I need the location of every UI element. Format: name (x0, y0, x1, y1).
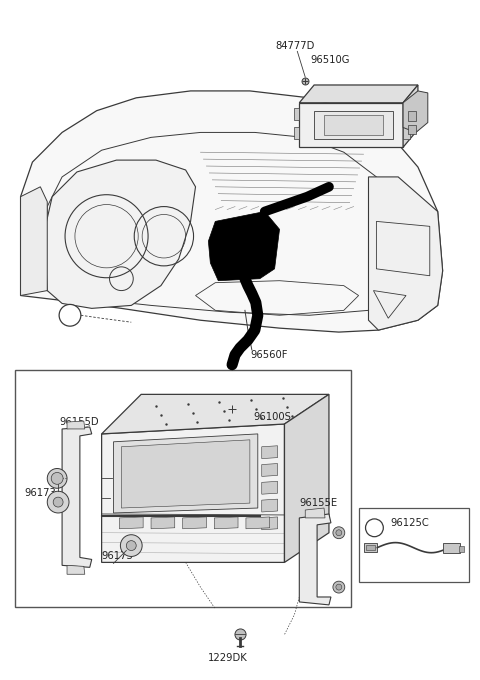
Bar (359, 508, 469, 582)
Polygon shape (62, 427, 92, 567)
Polygon shape (21, 91, 443, 332)
Polygon shape (300, 85, 418, 103)
Polygon shape (44, 160, 195, 308)
Polygon shape (208, 211, 279, 281)
Bar (443, 543, 460, 553)
Polygon shape (262, 464, 277, 477)
Circle shape (333, 527, 345, 539)
Polygon shape (67, 565, 85, 574)
Polygon shape (262, 499, 277, 512)
Polygon shape (403, 127, 410, 139)
Polygon shape (305, 508, 325, 518)
Polygon shape (324, 115, 384, 135)
Circle shape (336, 584, 342, 590)
Polygon shape (262, 481, 277, 494)
Polygon shape (121, 440, 250, 508)
Polygon shape (403, 107, 410, 120)
Text: 96155D: 96155D (59, 417, 99, 427)
Circle shape (47, 469, 67, 488)
Text: 1229DK: 1229DK (207, 653, 247, 663)
Circle shape (59, 305, 81, 326)
Polygon shape (314, 111, 393, 139)
Circle shape (126, 541, 136, 551)
Bar (366, 545, 375, 549)
Polygon shape (102, 424, 285, 562)
Polygon shape (67, 421, 85, 429)
Polygon shape (113, 434, 258, 513)
Polygon shape (120, 517, 143, 529)
Polygon shape (102, 394, 329, 434)
Polygon shape (300, 103, 403, 148)
Polygon shape (300, 514, 331, 605)
Circle shape (47, 491, 69, 513)
Polygon shape (403, 91, 428, 133)
Polygon shape (21, 187, 47, 296)
Text: 84777D: 84777D (276, 41, 315, 52)
Circle shape (120, 534, 142, 556)
Bar (408, 111, 416, 120)
Polygon shape (294, 107, 300, 120)
Polygon shape (246, 517, 270, 529)
Text: 96510G: 96510G (310, 55, 349, 65)
Bar (363, 543, 377, 551)
Text: a: a (67, 317, 73, 326)
Polygon shape (262, 446, 277, 458)
Circle shape (366, 519, 384, 537)
Bar (459, 545, 464, 551)
Polygon shape (262, 517, 277, 530)
Polygon shape (285, 394, 329, 562)
Circle shape (336, 530, 342, 536)
Bar (408, 124, 416, 135)
Polygon shape (151, 517, 175, 529)
Text: 96100S: 96100S (254, 412, 292, 422)
Circle shape (333, 581, 345, 593)
Text: a: a (372, 527, 377, 537)
Polygon shape (294, 127, 300, 139)
Text: 96173: 96173 (102, 551, 133, 560)
Polygon shape (369, 177, 443, 330)
Circle shape (51, 473, 63, 484)
Text: 96155E: 96155E (300, 498, 337, 508)
Text: 96125C: 96125C (390, 518, 429, 528)
Bar (14, 370, 351, 607)
Polygon shape (403, 85, 418, 148)
Text: 96560F: 96560F (250, 350, 288, 360)
Text: 96173: 96173 (24, 488, 56, 498)
Circle shape (53, 497, 63, 507)
Polygon shape (183, 517, 206, 529)
Polygon shape (214, 517, 238, 529)
